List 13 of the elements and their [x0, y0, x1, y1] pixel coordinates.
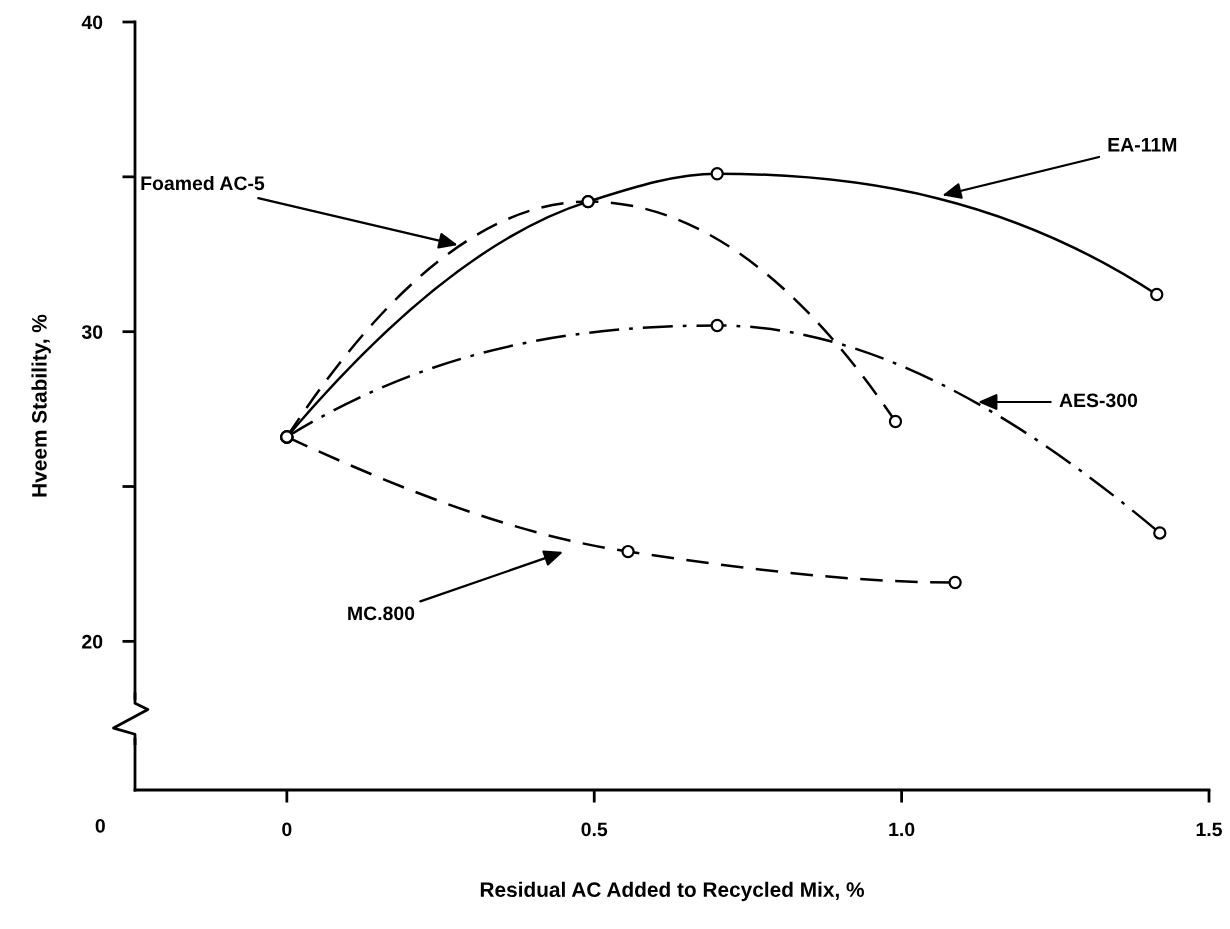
y-axis-title: Hveem Stability, %: [31, 314, 51, 497]
annotation: MC.800: [348, 606, 415, 621]
annotation: EA-11M: [1108, 138, 1177, 152]
x-tick-label: 1.0: [889, 822, 915, 837]
y-tick-label: 20: [82, 634, 103, 649]
x-axis-title: Residual AC Added to Recycled Mix, %: [480, 881, 865, 902]
x-tick-label: 1.5: [1196, 822, 1222, 837]
x-tick-label: 0.5: [581, 822, 608, 837]
annotation: Foamed AC-5: [141, 175, 265, 191]
y-tick-label: 40: [81, 15, 103, 30]
annotation: AES-300: [1059, 393, 1138, 408]
x-tick-label: 0: [282, 822, 292, 837]
y-tick-label: 30: [81, 325, 103, 339]
